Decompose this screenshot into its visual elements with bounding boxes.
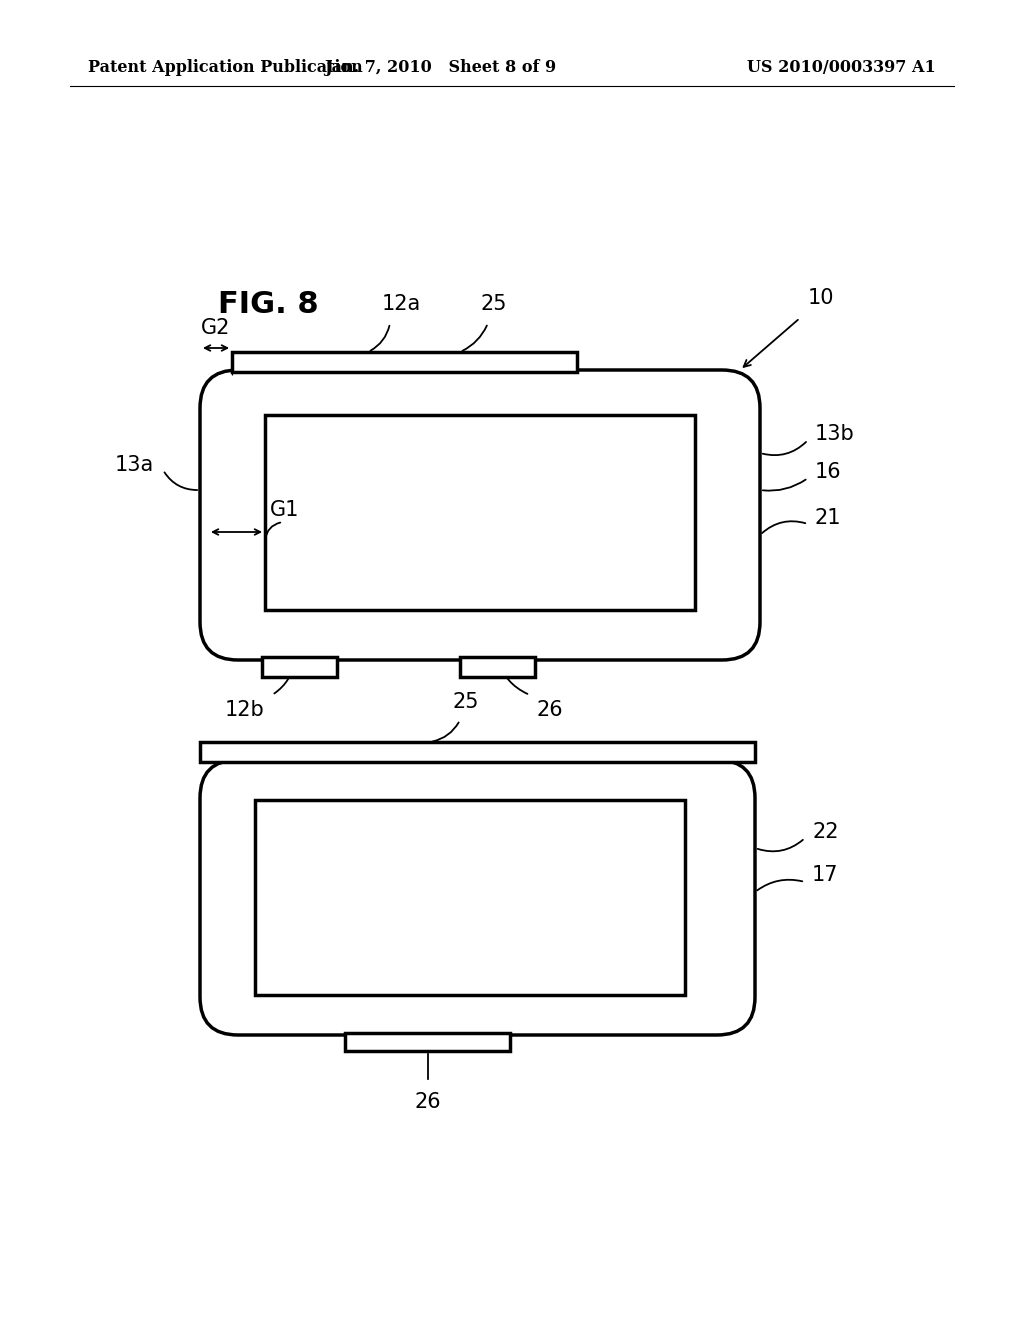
- Text: 13b: 13b: [815, 424, 855, 444]
- Text: 10: 10: [808, 288, 835, 308]
- Text: 21: 21: [815, 508, 842, 528]
- Text: 12a: 12a: [382, 294, 421, 314]
- Bar: [460, 657, 535, 677]
- Text: 22: 22: [812, 822, 839, 842]
- Bar: [255, 800, 685, 995]
- FancyBboxPatch shape: [200, 370, 760, 660]
- Text: 17: 17: [812, 865, 839, 884]
- Text: FIG. 8: FIG. 8: [218, 290, 318, 319]
- Text: 26: 26: [415, 1092, 441, 1111]
- Text: 26: 26: [536, 700, 562, 719]
- FancyBboxPatch shape: [200, 760, 755, 1035]
- Bar: [200, 742, 755, 762]
- Text: 12b: 12b: [225, 700, 265, 719]
- Text: G1: G1: [270, 500, 299, 520]
- Text: 16: 16: [815, 462, 842, 482]
- Text: G2: G2: [202, 318, 230, 338]
- Text: Patent Application Publication: Patent Application Publication: [88, 59, 362, 77]
- Bar: [345, 1034, 510, 1051]
- Text: 25: 25: [452, 692, 478, 711]
- Bar: [265, 414, 695, 610]
- Text: 13a: 13a: [115, 455, 155, 475]
- Text: Jan. 7, 2010   Sheet 8 of 9: Jan. 7, 2010 Sheet 8 of 9: [324, 59, 556, 77]
- Bar: [232, 352, 577, 372]
- Text: 25: 25: [480, 294, 507, 314]
- Text: US 2010/0003397 A1: US 2010/0003397 A1: [748, 59, 936, 77]
- Bar: [262, 657, 337, 677]
